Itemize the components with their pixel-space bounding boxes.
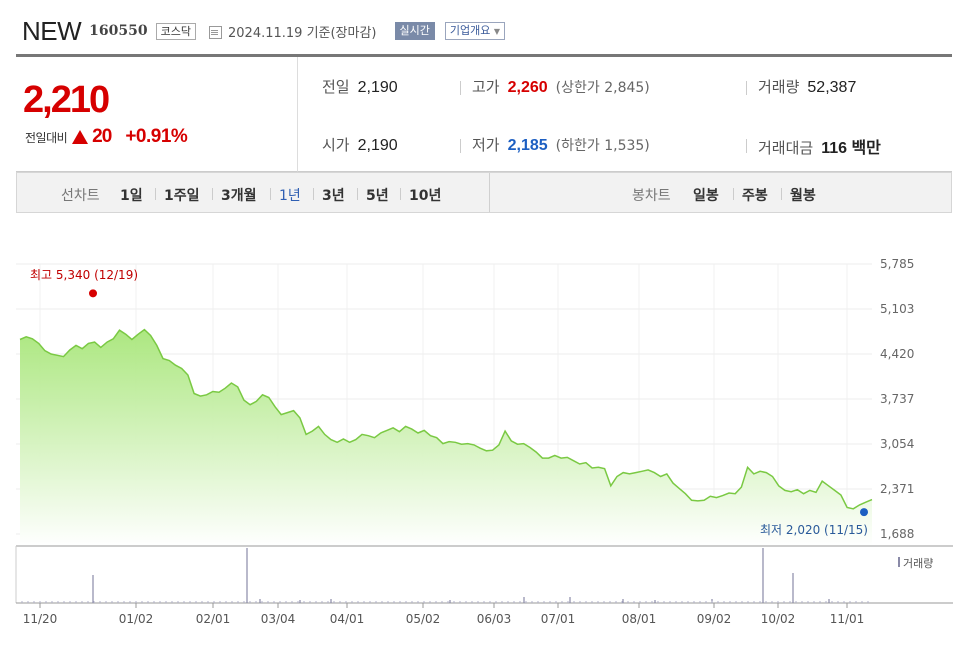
header-divider bbox=[16, 54, 952, 57]
candle-daily[interactable]: 일봉 bbox=[693, 188, 719, 204]
quote-low-label: 저가 bbox=[472, 136, 500, 154]
divider bbox=[746, 139, 747, 153]
y-tick-label: 2,371 bbox=[880, 482, 914, 496]
y-tick-label: 3,054 bbox=[880, 437, 914, 451]
x-tick-label: 02/01 bbox=[196, 612, 231, 626]
quote-panel: 전일 2,190 고가 2,260 (상한가 2,845) 거래량 52,387… bbox=[298, 57, 952, 172]
quote-open-label: 시가 bbox=[322, 136, 350, 154]
low-label: 최저 2,020 (11/15) bbox=[760, 523, 868, 537]
quote-volume-value: 52,387 bbox=[807, 79, 857, 96]
quote-high-label: 고가 bbox=[472, 78, 500, 96]
quote-high: 고가 2,260 (상한가 2,845) bbox=[472, 76, 650, 97]
upper-limit: (상한가 2,845) bbox=[555, 80, 650, 96]
y-tick-label: 5,103 bbox=[880, 302, 914, 316]
quote-open-value: 2,190 bbox=[357, 137, 398, 154]
divider bbox=[781, 188, 782, 200]
candle-chart-label: 봉차트 bbox=[632, 188, 671, 204]
calendar-icon bbox=[208, 24, 222, 39]
period-bar-divider bbox=[489, 173, 490, 212]
x-tick-label: 01/02 bbox=[119, 612, 154, 626]
y-axis-ticks: 5,785 5,103 4,420 3,737 3,054 2,371 1,688 bbox=[880, 257, 914, 541]
change-percent: +0.91% bbox=[125, 126, 188, 147]
stock-code: 160550 bbox=[89, 23, 148, 39]
volume-legend: 거래량 bbox=[903, 557, 933, 570]
y-tick-label: 3,737 bbox=[880, 392, 914, 406]
y-tick-label: 5,785 bbox=[880, 257, 914, 271]
x-tick-label: 07/01 bbox=[541, 612, 576, 626]
divider bbox=[212, 188, 213, 200]
quote-volume: 거래량 52,387 bbox=[758, 76, 856, 97]
divider bbox=[270, 188, 271, 200]
volume-legend-swatch bbox=[898, 557, 900, 567]
quote-volume-label: 거래량 bbox=[758, 78, 800, 96]
high-marker bbox=[89, 289, 97, 298]
x-tick-label: 08/01 bbox=[622, 612, 657, 626]
current-price: 2,210 bbox=[23, 79, 110, 121]
divider bbox=[460, 81, 461, 95]
divider bbox=[746, 81, 747, 95]
period-1w[interactable]: 1주일 bbox=[164, 188, 200, 204]
period-1y[interactable]: 1년 bbox=[279, 188, 301, 204]
divider bbox=[155, 188, 156, 200]
period-10y[interactable]: 10년 bbox=[409, 188, 442, 204]
y-tick-label: 4,420 bbox=[880, 347, 914, 361]
quote-amount-label: 거래대금 bbox=[758, 139, 814, 157]
x-tick-label: 04/01 bbox=[330, 612, 365, 626]
quote-low: 저가 2,185 (하한가 1,535) bbox=[472, 134, 650, 155]
volume-bars bbox=[21, 548, 869, 603]
price-panel: 2,210 전일대비 20 +0.91% bbox=[16, 57, 298, 172]
divider bbox=[460, 139, 461, 153]
quote-amount: 거래대금 116 백만 bbox=[758, 134, 881, 158]
price-line bbox=[19, 328, 873, 510]
change-value: 20 bbox=[92, 126, 112, 147]
price-chart: 5,785 5,103 4,420 3,737 3,054 2,371 1,688 최고 5… bbox=[15, 257, 953, 626]
quote-high-value: 2,260 bbox=[507, 79, 548, 96]
x-tick-label: 09/02 bbox=[697, 612, 732, 626]
line-chart-label: 선차트 bbox=[61, 188, 100, 204]
period-bar: 선차트 1일 1주일 3개월 1년 3년 5년 10년 봉차트 일봉 주봉 월봉 bbox=[16, 172, 952, 213]
quote-prev-label: 전일 bbox=[322, 78, 350, 96]
quote-prev: 전일 2,190 bbox=[322, 76, 398, 97]
lower-limit: (하한가 1,535) bbox=[555, 138, 650, 154]
high-label: 최고 5,340 (12/19) bbox=[30, 268, 138, 282]
stock-name: NEW bbox=[22, 15, 82, 46]
divider bbox=[400, 188, 401, 200]
base-date: 2024.11.19 기준(장마감) bbox=[228, 25, 377, 41]
triangle-down-icon: ▼ bbox=[493, 27, 501, 36]
x-tick-label: 11/20 bbox=[23, 612, 58, 626]
quote-open: 시가 2,190 bbox=[322, 134, 398, 155]
quote-prev-value: 2,190 bbox=[357, 79, 398, 96]
market-badge: 코스닥 bbox=[155, 22, 196, 40]
x-axis-ticks: 11/20 01/02 02/01 03/04 04/01 05/02 06/03 07/01… bbox=[23, 603, 865, 626]
change-row: 전일대비 20 +0.91% bbox=[25, 126, 188, 148]
period-3m[interactable]: 3개월 bbox=[221, 188, 257, 204]
up-triangle-icon bbox=[72, 130, 89, 144]
divider bbox=[733, 188, 734, 200]
company-overview-label: 기업개요 bbox=[449, 24, 491, 37]
stock-header: NEW 160550 코스닥 2024.11.19 기준(장마감) 실시간 기업… bbox=[22, 14, 506, 48]
change-label: 전일대비 bbox=[25, 130, 68, 145]
x-tick-label: 10/02 bbox=[761, 612, 796, 626]
x-tick-label: 06/03 bbox=[477, 612, 512, 626]
realtime-button[interactable]: 실시간 bbox=[394, 22, 435, 40]
x-tick-label: 03/04 bbox=[261, 612, 296, 626]
low-marker bbox=[860, 508, 868, 517]
period-1d[interactable]: 1일 bbox=[120, 188, 143, 204]
period-5y[interactable]: 5년 bbox=[366, 188, 389, 204]
price-area bbox=[20, 329, 872, 546]
period-3y[interactable]: 3년 bbox=[322, 188, 345, 204]
x-tick-label: 11/01 bbox=[830, 612, 865, 626]
x-tick-label: 05/02 bbox=[406, 612, 441, 626]
candle-weekly[interactable]: 주봉 bbox=[742, 188, 768, 204]
y-tick-label: 1,688 bbox=[880, 527, 914, 541]
company-overview-button[interactable]: 기업개요 ▼ bbox=[444, 22, 506, 40]
divider bbox=[357, 188, 358, 200]
quote-low-value: 2,185 bbox=[507, 137, 548, 154]
candle-monthly[interactable]: 월봉 bbox=[790, 188, 816, 204]
divider bbox=[313, 188, 314, 200]
quote-amount-value: 116 백만 bbox=[821, 140, 881, 157]
